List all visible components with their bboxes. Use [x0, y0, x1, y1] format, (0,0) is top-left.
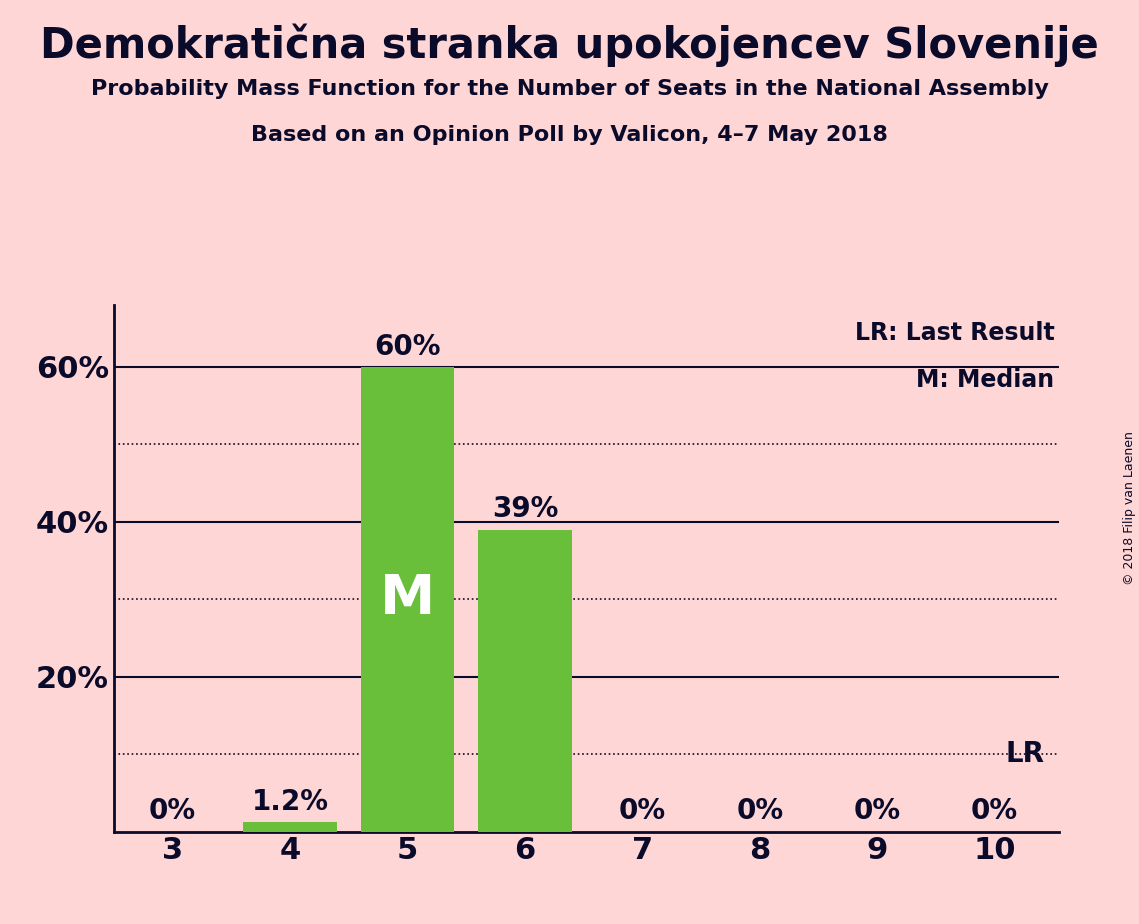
Text: 1.2%: 1.2%	[252, 788, 328, 816]
Text: © 2018 Filip van Laenen: © 2018 Filip van Laenen	[1123, 432, 1137, 585]
Text: 0%: 0%	[972, 797, 1018, 825]
Text: Probability Mass Function for the Number of Seats in the National Assembly: Probability Mass Function for the Number…	[91, 79, 1048, 99]
Bar	[361, 367, 454, 832]
Text: 39%: 39%	[492, 495, 558, 523]
Text: LR: Last Result: LR: Last Result	[854, 321, 1055, 345]
Text: M: Median: M: Median	[917, 368, 1055, 392]
Text: 0%: 0%	[736, 797, 784, 825]
Text: 0%: 0%	[618, 797, 666, 825]
Text: Demokratična stranka upokojencev Slovenije: Demokratična stranka upokojencev Sloveni…	[40, 23, 1099, 67]
Bar	[478, 529, 572, 832]
Text: 60%: 60%	[375, 333, 441, 360]
Text: Based on an Opinion Poll by Valicon, 4–7 May 2018: Based on an Opinion Poll by Valicon, 4–7…	[251, 125, 888, 145]
Text: M: M	[380, 572, 435, 626]
Bar	[243, 822, 337, 832]
Text: 0%: 0%	[853, 797, 901, 825]
Text: LR: LR	[1005, 740, 1044, 768]
Text: 0%: 0%	[149, 797, 196, 825]
